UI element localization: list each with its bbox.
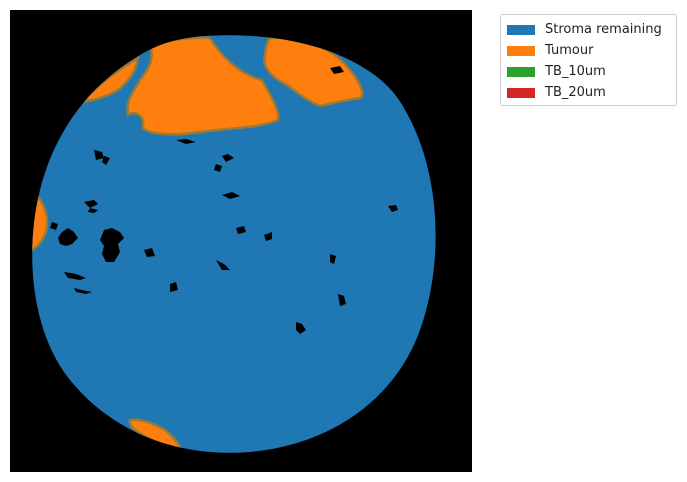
legend-swatch <box>507 66 535 77</box>
tumour-region-top-left <box>78 55 140 104</box>
tumour-region-left <box>32 188 49 254</box>
hole <box>58 228 78 246</box>
hole <box>388 205 398 212</box>
hole <box>88 208 98 213</box>
hole <box>222 192 240 199</box>
hole <box>338 294 346 306</box>
hole <box>74 288 92 294</box>
hole <box>102 156 110 165</box>
tumour-region-top <box>126 36 280 136</box>
legend-label: Tumour <box>545 43 594 58</box>
hole <box>94 150 104 160</box>
hole <box>264 232 272 241</box>
stroma-region <box>32 35 436 453</box>
legend-swatch <box>507 24 535 35</box>
legend-label: Stroma remaining <box>545 22 662 37</box>
legend-entry-stroma: Stroma remaining <box>507 19 670 40</box>
tissue-holes <box>50 66 398 334</box>
legend-entry-tb20: TB_20um <box>507 82 670 103</box>
legend-swatch <box>507 45 535 56</box>
legend-entry-tumour: Tumour <box>507 40 670 61</box>
hole <box>170 282 178 292</box>
hole <box>216 260 230 270</box>
hole <box>144 248 155 257</box>
hole <box>330 66 344 74</box>
hole <box>296 322 306 334</box>
hole <box>50 222 58 230</box>
legend: Stroma remaining Tumour TB_10um TB_20um <box>500 14 677 106</box>
hole <box>100 228 124 262</box>
hole <box>214 164 222 172</box>
legend-swatch <box>507 87 535 98</box>
hole <box>84 200 98 208</box>
legend-label: TB_20um <box>545 85 606 100</box>
tumour-region-top-right <box>263 36 364 108</box>
hole <box>222 154 234 162</box>
hole <box>236 226 246 234</box>
hole <box>64 272 86 280</box>
legend-entry-tb10: TB_10um <box>507 61 670 82</box>
legend-label: TB_10um <box>545 64 606 79</box>
hole <box>330 254 336 264</box>
hole <box>176 139 196 144</box>
